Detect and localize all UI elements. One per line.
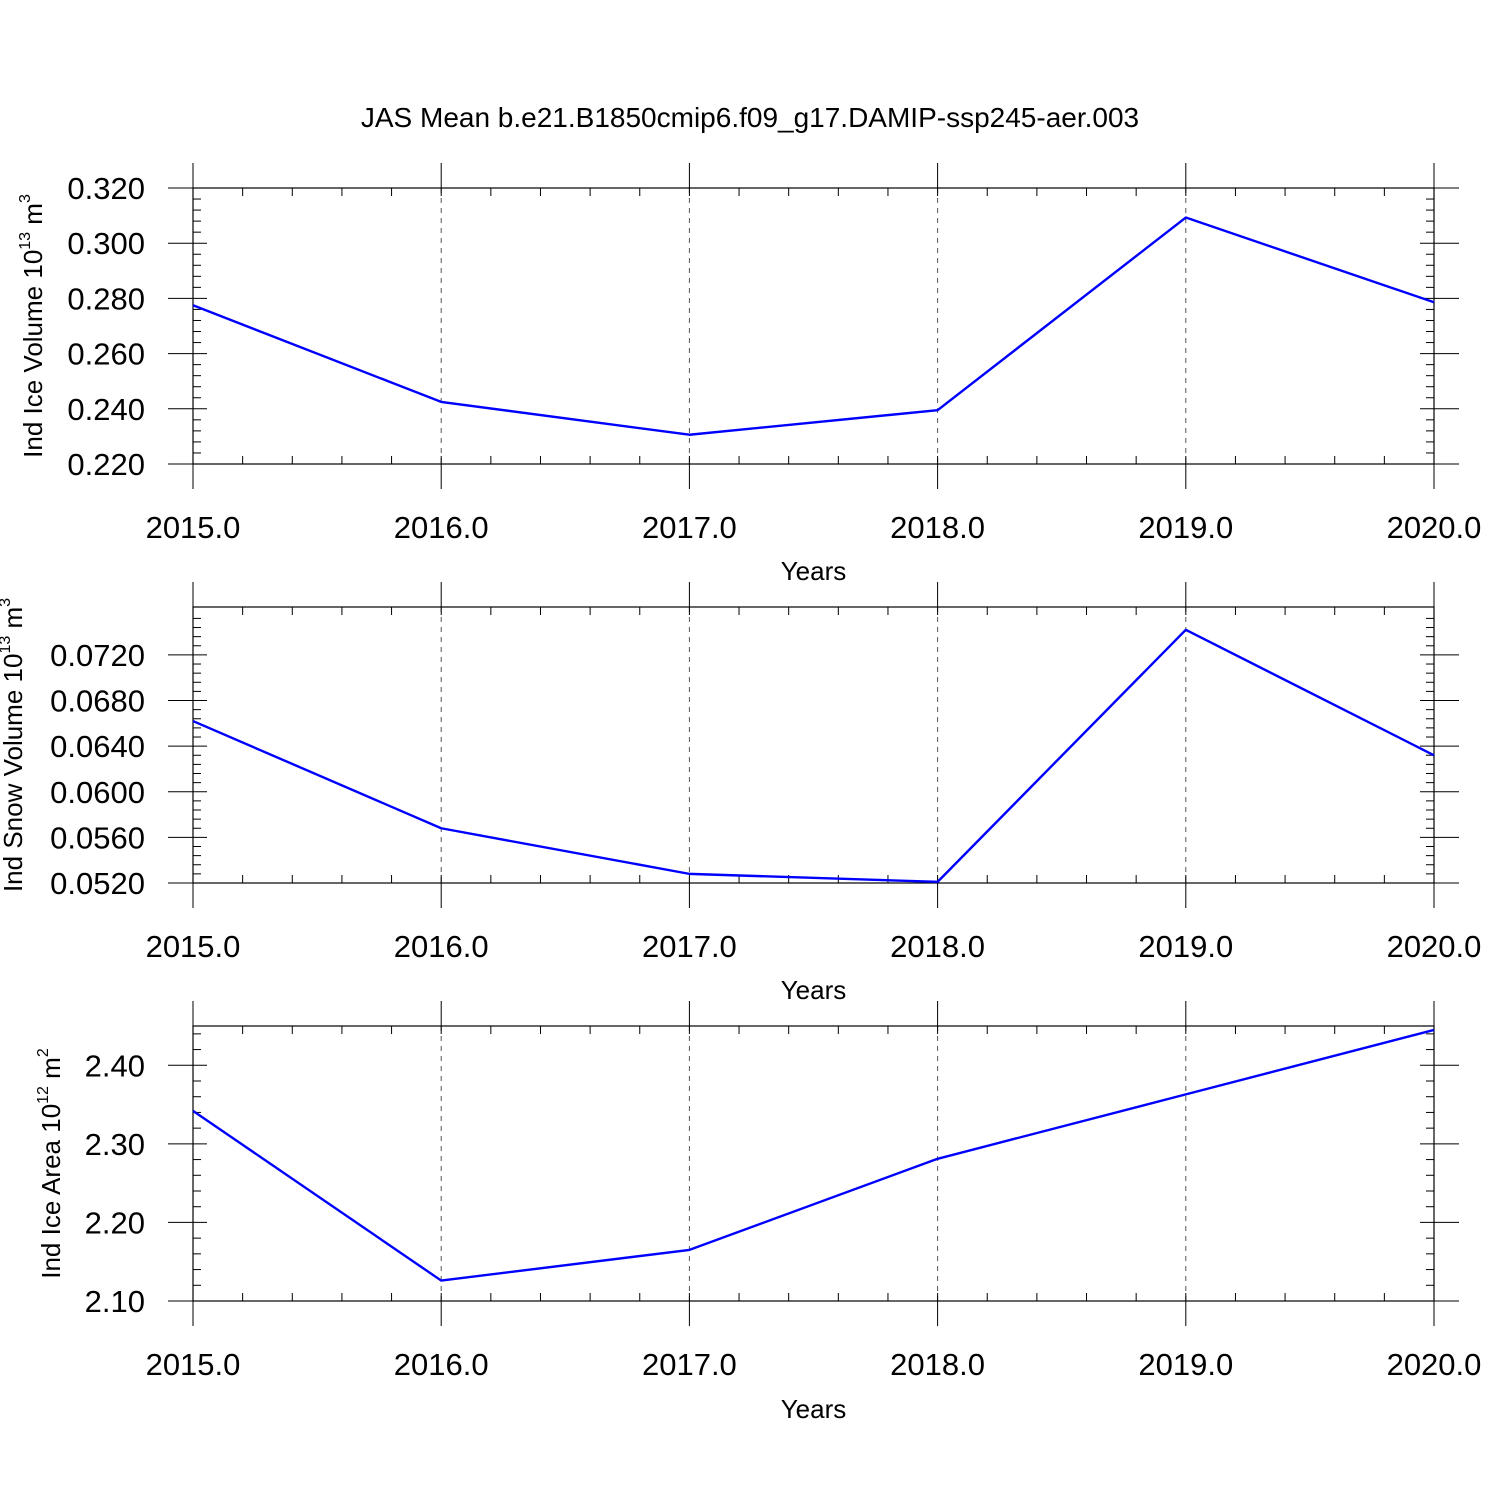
series-line <box>192 216 1435 436</box>
x-grid <box>440 188 1187 464</box>
y-tick-label: 2.30 <box>85 1127 145 1162</box>
y-tick-label: 0.280 <box>67 281 145 316</box>
x-tick-label: 2015.0 <box>146 929 241 964</box>
y-axis-label-main: Ind Snow Volume 10 <box>0 654 28 893</box>
x-tick-label: 2017.0 <box>642 929 737 964</box>
y-tick-label: 0.0680 <box>50 684 145 719</box>
y-tick-label: 0.0600 <box>50 775 145 810</box>
panel-ice-area: 2015.0 2016.0 2017.0 2018.0 2019.0 2020.0 2.10… <box>35 1001 1481 1424</box>
tick-labels: 2015.0 2016.0 2017.0 2018.0 2019.0 2020.0 2.10… <box>85 1048 1482 1382</box>
x-grid <box>440 607 1187 883</box>
x-tick-label: 2020.0 <box>1387 929 1482 964</box>
series-group <box>192 216 1435 436</box>
x-tick-label: 2017.0 <box>642 510 737 545</box>
series-line <box>192 1028 1435 1282</box>
series-group <box>192 1028 1435 1282</box>
y-axis-label-unit-exponent: 3 <box>0 598 14 607</box>
plot-frame <box>192 1025 1435 1302</box>
y-tick-label: 0.0640 <box>50 729 145 764</box>
y-axis-label-exponent: 13 <box>17 232 34 250</box>
axis-ticks <box>168 163 1459 489</box>
x-tick-label: 2017.0 <box>642 1347 737 1382</box>
y-axis-label-exponent: 13 <box>0 636 14 654</box>
y-tick-label: 0.0520 <box>50 866 145 901</box>
x-tick-label: 2015.0 <box>146 1347 241 1382</box>
plot-frame <box>192 606 1435 884</box>
tick-labels: 2015.0 2016.0 2017.0 2018.0 2019.0 2020.0 0.22… <box>67 171 1481 545</box>
x-tick-label: 2018.0 <box>890 1347 985 1382</box>
x-grid <box>440 1026 1187 1301</box>
y-tick-label: 0.0560 <box>50 820 145 855</box>
y-tick-label: 0.240 <box>67 392 145 427</box>
x-tick-label: 2020.0 <box>1387 1347 1482 1382</box>
x-tick-label: 2016.0 <box>394 929 489 964</box>
y-axis-label-unit: m <box>0 607 28 636</box>
series-line <box>192 628 1435 884</box>
y-axis-label-unit: m <box>36 1057 66 1086</box>
y-tick-label: 2.20 <box>85 1205 145 1240</box>
y-tick-label: 0.300 <box>67 226 145 261</box>
y-axis-label-exponent: 12 <box>35 1086 52 1104</box>
y-axis-label-unit: m <box>18 203 48 232</box>
tick-labels: 2015.0 2016.0 2017.0 2018.0 2019.0 2020.0 0.05… <box>50 638 1481 964</box>
x-tick-label: 2019.0 <box>1138 510 1233 545</box>
panel-ice-volume: 2015.0 2016.0 2017.0 2018.0 2019.0 2020.0 0.22… <box>17 163 1481 586</box>
y-axis-label-unit-exponent: 3 <box>17 194 34 203</box>
y-axis-label: Ind Snow Volume 1013 m3 <box>0 598 28 892</box>
x-axis-label: Years <box>781 1394 847 1424</box>
plot-frame <box>192 187 1435 465</box>
y-tick-label: 0.220 <box>67 447 145 482</box>
x-tick-label: 2016.0 <box>394 1347 489 1382</box>
x-tick-label: 2018.0 <box>890 510 985 545</box>
y-axis-label: Ind Ice Area 1012 m2 <box>35 1048 66 1279</box>
y-tick-label: 0.320 <box>67 171 145 206</box>
axis-ticks <box>168 582 1459 908</box>
x-tick-label: 2018.0 <box>890 929 985 964</box>
y-axis-label: Ind Ice Volume 1013 m3 <box>17 194 48 458</box>
x-tick-label: 2016.0 <box>394 510 489 545</box>
axis-ticks <box>168 1001 1459 1326</box>
x-tick-label: 2020.0 <box>1387 510 1482 545</box>
y-tick-label: 2.10 <box>85 1284 145 1319</box>
y-axis-label-unit-exponent: 2 <box>35 1048 52 1057</box>
x-axis-label: Years <box>781 556 847 586</box>
series-group <box>192 628 1435 884</box>
panel-snow-volume: 2015.0 2016.0 2017.0 2018.0 2019.0 2020.0 0.05… <box>0 582 1481 1005</box>
y-tick-label: 0.0720 <box>50 638 145 673</box>
x-tick-label: 2019.0 <box>1138 1347 1233 1382</box>
y-axis-label-main: Ind Ice Area 10 <box>36 1104 66 1279</box>
chart-title: JAS Mean b.e21.B1850cmip6.f09_g17.DAMIP-… <box>361 102 1139 133</box>
y-tick-label: 0.260 <box>67 337 145 372</box>
x-tick-label: 2019.0 <box>1138 929 1233 964</box>
x-tick-label: 2015.0 <box>146 510 241 545</box>
x-axis-label: Years <box>781 975 847 1005</box>
y-axis-label-main: Ind Ice Volume 10 <box>18 250 48 458</box>
y-tick-label: 2.40 <box>85 1048 145 1083</box>
